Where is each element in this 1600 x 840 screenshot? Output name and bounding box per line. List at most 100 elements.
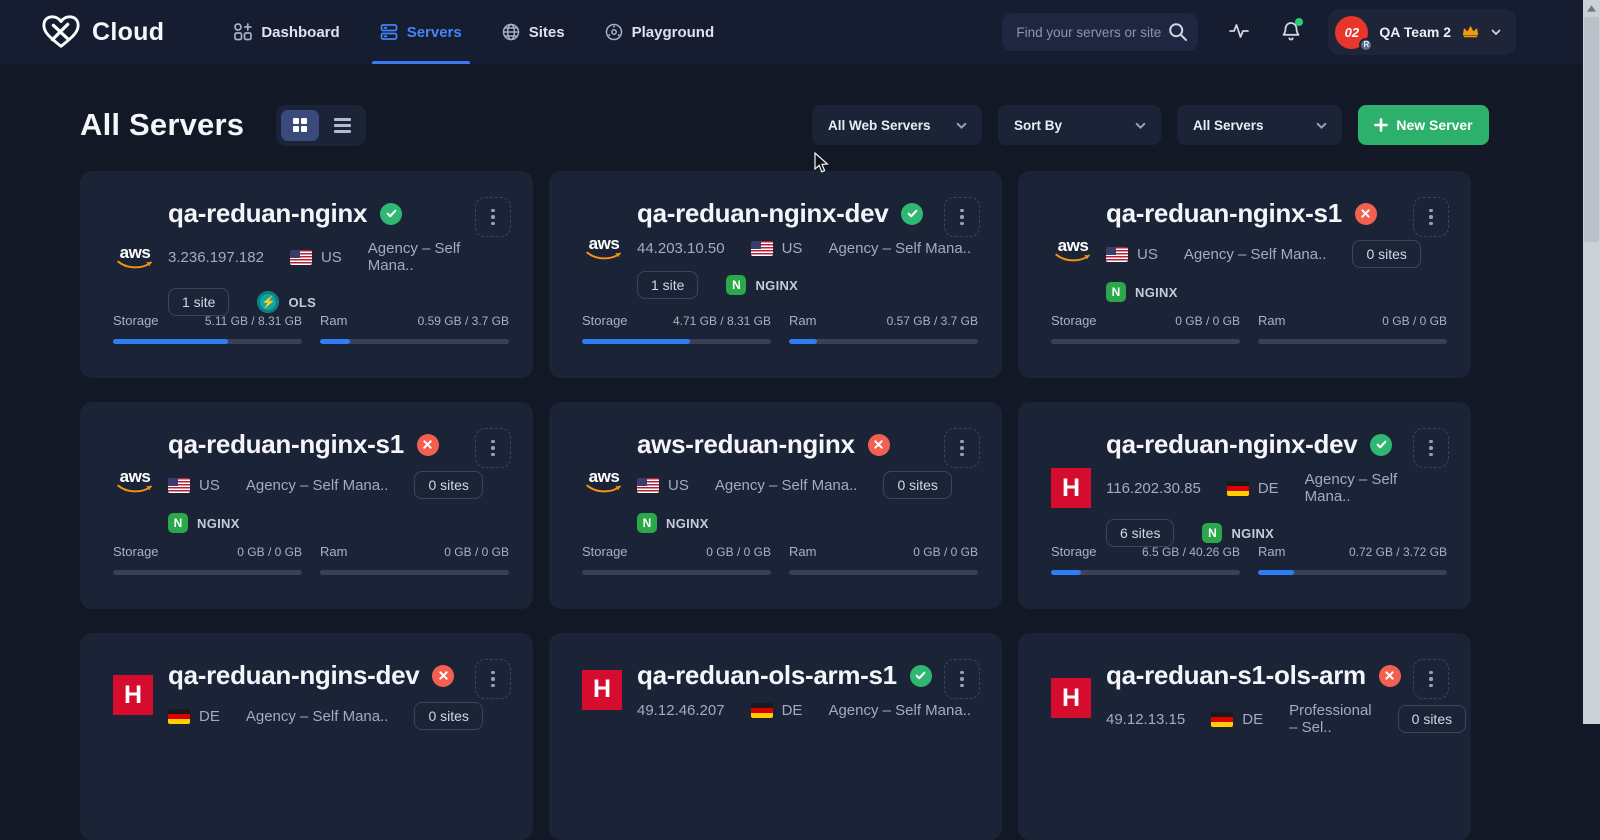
provider-column: aws — [1051, 198, 1106, 302]
kebab-menu-icon — [1429, 439, 1433, 457]
page-header: All Servers All Web Servers Sort By All … — [80, 101, 1489, 149]
server-card[interactable]: aws qa-reduan-nginx-dev 44. — [549, 171, 1002, 378]
plan-label: Agency – Self Mana.. — [1183, 245, 1327, 263]
country-flag-icon — [168, 708, 190, 724]
card-menu-button[interactable] — [944, 197, 980, 237]
server-card[interactable]: aws qa-reduan-nginx-s1 — [80, 402, 533, 609]
server-type-label: NGINX — [197, 515, 240, 531]
server-location: US — [750, 240, 802, 257]
card-menu-button[interactable] — [944, 659, 980, 699]
new-server-button[interactable]: New Server — [1358, 105, 1489, 145]
server-card[interactable]: aws aws-reduan-nginx — [549, 402, 1002, 609]
grid-view-button[interactable] — [281, 109, 320, 141]
web-servers-dropdown[interactable]: All Web Servers — [812, 105, 982, 145]
server-name: aws-reduan-nginx — [637, 429, 855, 459]
hetzner-logo-icon: H — [1051, 678, 1091, 718]
usage-section: Storage 4.71 GB / 8.31 GB Ram 0.57 GB / … — [582, 313, 978, 344]
card-menu-button[interactable] — [1413, 659, 1449, 699]
page-title: All Servers — [80, 107, 245, 142]
server-name: qa-reduan-nginx-s1 — [168, 429, 404, 459]
status-ok-icon — [909, 664, 932, 687]
dashboard-icon — [234, 23, 253, 41]
nginx-icon: N — [637, 513, 657, 533]
storage-bar — [1051, 570, 1240, 575]
storage-label: Storage — [582, 544, 628, 559]
badges-row: 6 sites N NGINX — [1106, 519, 1447, 547]
server-card[interactable]: H qa-reduan-nginx-dev 116.202.30.85 DE — [1018, 402, 1471, 609]
card-menu-button[interactable] — [1413, 197, 1449, 237]
server-type-badge: N NGINX — [637, 513, 709, 533]
server-type-badge: N NGINX — [726, 275, 798, 295]
server-name: qa-reduan-nginx — [168, 198, 368, 228]
card-menu-button[interactable] — [475, 428, 511, 468]
ram-bar — [320, 570, 509, 575]
server-card[interactable]: aws qa-reduan-nginx-s1 — [1018, 171, 1471, 378]
brand-logo[interactable]: Cloud — [38, 12, 164, 52]
server-ip: 3.236.197.182 — [168, 248, 264, 266]
plus-icon — [1374, 118, 1389, 132]
ram-value: 0.72 GB / 3.72 GB — [1348, 545, 1447, 559]
ram-bar-fill — [320, 339, 351, 344]
hetzner-logo-text: H — [592, 675, 612, 703]
server-name: qa-reduan-nginx-dev — [637, 198, 889, 228]
list-view-button[interactable] — [323, 110, 361, 141]
scrollbar-thumb[interactable] — [1584, 17, 1599, 242]
activity-button[interactable] — [1228, 20, 1250, 45]
card-menu-button[interactable] — [475, 659, 511, 699]
status-ok-icon — [380, 202, 403, 225]
scrollbar-up-button[interactable] — [1583, 0, 1600, 17]
aws-logo-icon: aws — [113, 468, 157, 494]
server-ip: 44.203.10.50 — [637, 240, 725, 257]
server-card[interactable]: aws qa-reduan-nginx 3.236.1 — [80, 171, 533, 378]
kebab-menu-icon — [491, 439, 495, 457]
ram-value: 0.59 GB / 3.7 GB — [417, 314, 509, 328]
nav-item-dashboard[interactable]: Dashboard — [214, 0, 359, 64]
ram-value: 0 GB / 0 GB — [1382, 314, 1447, 328]
nav-item-servers[interactable]: Servers — [360, 0, 482, 64]
plan-label: Agency – Self Mana.. — [245, 476, 389, 494]
provider-column: aws — [582, 198, 637, 299]
notifications-button[interactable] — [1280, 17, 1304, 45]
badges-row: 1 site N NGINX — [637, 271, 978, 299]
notification-dot — [1295, 17, 1304, 26]
server-location: US — [168, 477, 220, 494]
server-type-badge: N NGINX — [168, 513, 240, 533]
server-card[interactable]: H qa-reduan-s1-ols-arm 49.12.13.15 DE — [1018, 633, 1471, 840]
aws-logo-text: aws — [1057, 235, 1089, 255]
card-menu-button[interactable] — [475, 197, 511, 237]
nav-item-playground[interactable]: Playground — [585, 0, 735, 64]
storage-label: Storage — [582, 313, 628, 328]
storage-value: 6.5 GB / 40.26 GB — [1141, 545, 1240, 559]
server-card[interactable]: H qa-reduan-ngins-dev DE A — [80, 633, 533, 840]
team-switcher[interactable]: 02 R QA Team 2 — [1328, 9, 1516, 55]
ram-bar — [1258, 339, 1447, 344]
sort-by-dropdown[interactable]: Sort By — [998, 105, 1161, 145]
usage-section: Storage 6.5 GB / 40.26 GB Ram 0.72 GB / … — [1051, 544, 1447, 575]
country-flag-icon — [289, 249, 312, 265]
card-menu-button[interactable] — [944, 428, 980, 468]
hetzner-logo-icon: H — [582, 669, 622, 710]
server-card[interactable]: H qa-reduan-ols-arm-s1 49.12.46.207 DE — [549, 633, 1002, 840]
storage-value: 0 GB / 0 GB — [1175, 314, 1240, 328]
aws-logo-icon: aws — [1051, 235, 1095, 263]
card-menu-button[interactable] — [1413, 428, 1449, 468]
nginx-icon: N — [726, 275, 747, 295]
page-scrollbar[interactable] — [1583, 0, 1600, 724]
all-servers-dropdown[interactable]: All Servers — [1177, 105, 1342, 145]
avatar-text: 02 — [1344, 24, 1360, 40]
server-grid: aws qa-reduan-nginx 3.236.1 — [80, 171, 1471, 840]
kebab-menu-icon — [1429, 208, 1433, 226]
aws-logo-text: aws — [119, 242, 151, 262]
storage-bar — [1051, 339, 1240, 344]
search-input[interactable] — [1002, 13, 1199, 51]
sites-count-badge: 1 site — [168, 288, 230, 316]
chevron-down-icon — [956, 122, 967, 129]
usage-section: Storage 0 GB / 0 GB Ram 0 GB / 0 GB — [113, 544, 509, 575]
country-code: DE — [199, 707, 220, 725]
team-name: QA Team 2 — [1379, 24, 1451, 40]
ram-usage: Ram 0.57 GB / 3.7 GB — [789, 313, 978, 344]
server-location: DE — [750, 702, 802, 719]
server-ip: 116.202.30.85 — [1106, 479, 1201, 497]
nav-item-sites[interactable]: Sites — [482, 0, 585, 64]
hetzner-logo-text: H — [1061, 683, 1081, 712]
